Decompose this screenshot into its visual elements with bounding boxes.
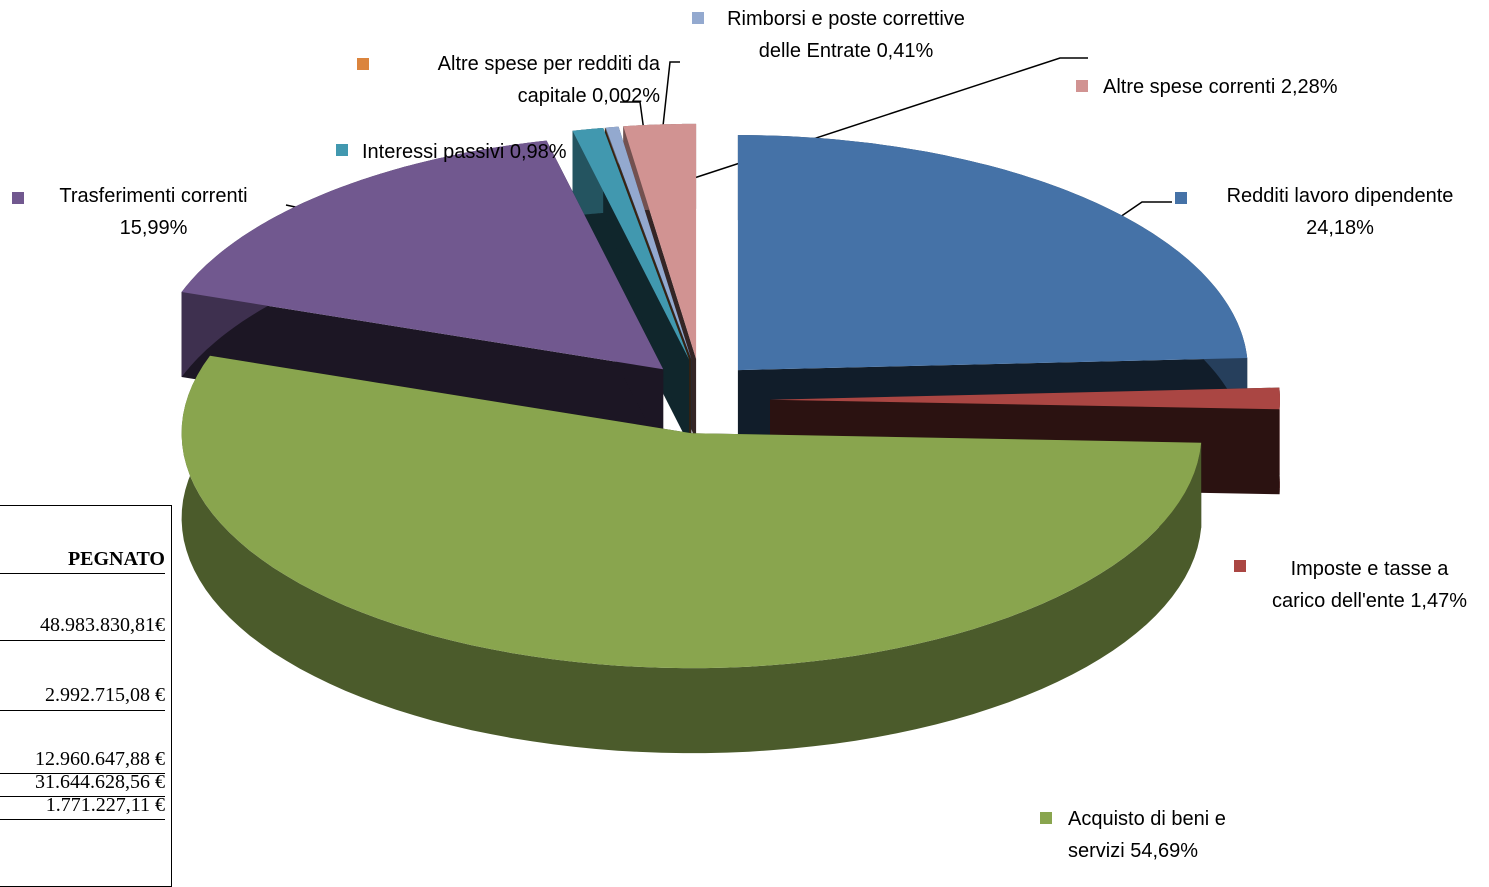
value-label: 15,99% [120, 217, 188, 239]
category-name: Trasferimenti correnti [59, 185, 247, 207]
slice-label: Altre spese per redditi da capitale 0,00… [378, 48, 660, 112]
value-label: 54,69% [1130, 840, 1198, 862]
category-name: Redditi lavoro dipendente [1227, 185, 1454, 207]
value-label: 2,28% [1281, 76, 1338, 98]
slice-label: Rimborsi e poste correttive delle Entrat… [715, 3, 977, 67]
legend-key [1076, 80, 1088, 92]
value-label: 24,18% [1306, 217, 1374, 239]
pie [182, 124, 1280, 753]
legend-key [692, 12, 704, 24]
legend-key [1234, 560, 1246, 572]
slice-label: Altre spese correnti 2,28% [1103, 71, 1403, 103]
category-name: Interessi passivi [362, 141, 504, 163]
legend-key [336, 144, 348, 156]
value-label: 0,98% [510, 141, 567, 163]
category-name: Altre spese correnti [1103, 76, 1275, 98]
legend-key [1040, 812, 1052, 824]
legend-key [12, 192, 24, 204]
slice-label: Interessi passivi 0,98% [362, 136, 622, 168]
slice [738, 135, 1247, 370]
legend-key [1175, 192, 1187, 204]
slice-label: Redditi lavoro dipendente 24,18% [1195, 180, 1485, 244]
slice-label: Trasferimenti correnti 15,99% [26, 180, 281, 244]
slice-label: Acquisto di beni e servizi 54,69% [1068, 803, 1248, 867]
legend-key [357, 58, 369, 70]
slice-label: Imposte e tasse a carico dell'ente 1,47% [1262, 553, 1477, 617]
value-label: 0,002% [592, 85, 660, 107]
value-label: 0,41% [877, 40, 934, 62]
value-label: 1,47% [1410, 590, 1467, 612]
